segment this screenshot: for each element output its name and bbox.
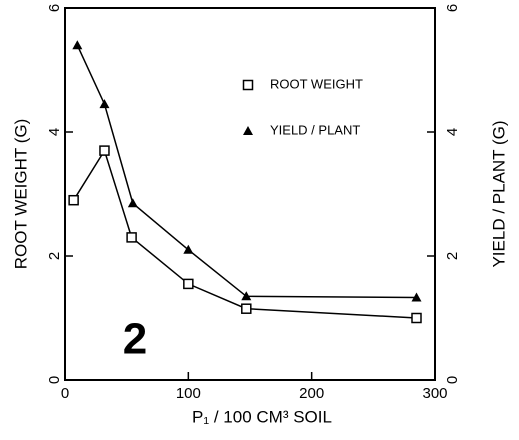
plot-frame — [64, 7, 436, 381]
data-point — [126, 232, 137, 243]
y-axis-label: ROOT WEIGHT (G) — [11, 119, 30, 269]
legend-label: ROOT WEIGHT — [270, 76, 363, 91]
y-tick-label: 4 — [46, 128, 63, 136]
data-point — [183, 244, 194, 254]
data-point — [411, 292, 422, 302]
data-point — [99, 99, 110, 109]
legend-marker — [242, 79, 254, 91]
data-point — [183, 278, 194, 290]
x-tick-label: 200 — [299, 385, 324, 402]
y2-tick-label: 2 — [444, 252, 461, 260]
series-line — [72, 148, 417, 319]
legend-label: YIELD / PLANT — [270, 122, 360, 137]
y2-axis-label: YIELD / PLANT (G) — [489, 120, 508, 267]
annotation: 2 — [123, 315, 147, 364]
series-line — [76, 44, 417, 299]
x-tick-label: 300 — [422, 385, 447, 402]
data-point — [241, 303, 252, 314]
data-point — [241, 291, 252, 301]
data-point — [72, 40, 83, 50]
y-tick-label: 0 — [46, 376, 63, 384]
y2-tick-label: 0 — [444, 376, 461, 384]
data-point — [99, 145, 110, 156]
y-tick-label: 2 — [46, 252, 63, 260]
y-tick-label: 6 — [46, 4, 63, 12]
y2-tick-label: 6 — [444, 4, 461, 12]
x-tick-label: 0 — [61, 385, 69, 402]
data-point — [127, 198, 138, 208]
y2-tick-label: 4 — [444, 128, 461, 136]
data-point — [411, 312, 422, 324]
x-axis-label: P₁ / 100 CM³ SOIL — [192, 407, 332, 426]
data-point — [68, 194, 79, 206]
legend-marker — [243, 126, 253, 135]
x-tick-label: 100 — [176, 385, 201, 402]
